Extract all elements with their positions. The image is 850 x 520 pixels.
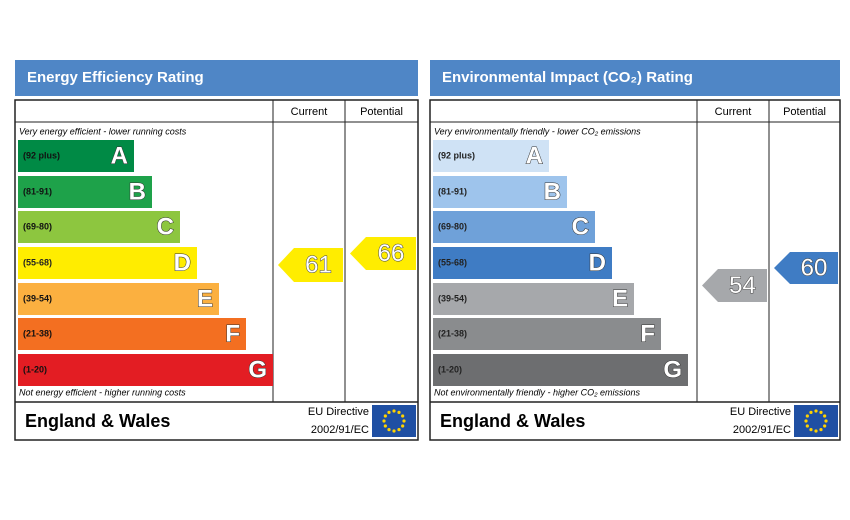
footer-directive: EU Directive [730,406,791,418]
band-range: (39-54) [23,293,52,303]
eu-star [387,428,391,432]
band-letter: E [197,285,213,312]
rating-band [18,176,152,208]
band-range: (55-68) [23,257,52,267]
band-range: (69-80) [23,221,52,231]
rating-arrow [702,269,767,302]
band-letter: G [663,356,682,383]
footer-code: 2002/91/EC [733,424,791,436]
eu-star [397,428,401,432]
rating-value: 66 [378,240,405,267]
rating-band [18,211,180,243]
eu-star [805,424,809,428]
title-bar [430,60,840,96]
panel-title: Energy Efficiency Rating [27,69,204,86]
table-frame [429,99,841,441]
bottom-note: Not energy efficient - higher running co… [19,387,186,397]
band-range: (1-20) [23,364,47,374]
band-letter: B [129,178,146,205]
rating-value: 61 [305,251,332,278]
eu-star [809,428,813,432]
column-header: Potential [783,106,826,118]
band-letter: E [612,285,628,312]
band-range: (1-20) [438,364,462,374]
eu-star [397,410,401,414]
band-range: (81-91) [23,186,52,196]
band-range: (39-54) [438,293,467,303]
eu-star [823,414,827,418]
band-range: (21-38) [438,328,467,338]
eu-star [823,424,827,428]
bottom-note: Not environmentally friendly - higher CO… [434,387,641,397]
eu-star [383,424,387,428]
rating-band [433,140,549,172]
eu-star [809,410,813,414]
rating-value: 60 [801,254,828,281]
band-letter: F [640,320,655,347]
band-letter: D [589,249,606,276]
rating-band [18,140,134,172]
rating-band [433,247,612,279]
eu-star [824,419,828,423]
panel-title: Environmental Impact (CO₂) Rating [442,69,693,86]
eu-star [402,419,406,423]
eu-star [401,424,405,428]
eu-star [392,409,396,413]
eu-star [814,409,818,413]
rating-arrow [278,248,343,282]
rating-band [433,211,595,243]
eu-star [382,419,386,423]
eu-star [383,414,387,418]
band-range: (21-38) [23,328,52,338]
rating-arrow [350,237,416,270]
eu-star [401,414,405,418]
column-header: Potential [360,106,403,118]
rating-band [433,176,567,208]
band-range: (92 plus) [23,150,60,160]
rating-band [18,283,219,315]
eu-star [392,429,396,433]
top-note: Very environmentally friendly - lower CO… [434,126,641,136]
band-range: (81-91) [438,186,467,196]
footer-region: England & Wales [440,411,585,431]
band-range: (92 plus) [438,150,475,160]
footer-region: England & Wales [25,411,170,431]
eu-star [819,428,823,432]
rating-value: 54 [729,272,756,299]
eu-star [804,419,808,423]
eu-star [819,410,823,414]
eu-star [805,414,809,418]
table-frame [14,99,419,441]
band-letter: G [248,356,267,383]
rating-band [18,247,197,279]
footer-code: 2002/91/EC [311,424,369,436]
band-letter: D [174,249,191,276]
column-header: Current [291,106,328,118]
rating-band [433,318,661,350]
band-letter: A [111,142,128,169]
band-letter: C [572,213,589,240]
rating-band [433,354,688,386]
rating-band [433,283,634,315]
title-bar [15,60,418,96]
rating-arrow [774,252,838,284]
band-letter: F [225,320,240,347]
band-letter: B [544,178,561,205]
rating-band [18,318,246,350]
eu-star [814,429,818,433]
band-range: (55-68) [438,257,467,267]
band-range: (69-80) [438,221,467,231]
eu-star [387,410,391,414]
band-letter: A [526,142,543,169]
column-header: Current [715,106,752,118]
rating-band [18,354,273,386]
footer-directive: EU Directive [308,406,369,418]
band-letter: C [157,213,174,240]
top-note: Very energy efficient - lower running co… [19,126,187,136]
